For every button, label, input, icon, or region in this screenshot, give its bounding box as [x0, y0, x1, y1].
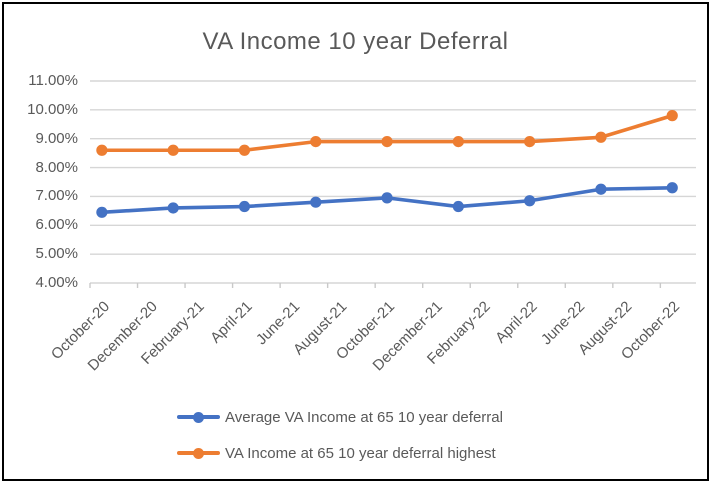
data-point-marker[interactable] — [96, 206, 108, 218]
legend-item-average-va-income[interactable]: Average VA Income at 65 10 year deferral — [177, 407, 503, 427]
legend-line-marker-icon — [177, 447, 220, 459]
y-tick-label: 10.00% — [27, 100, 78, 118]
data-point-marker[interactable] — [381, 136, 393, 148]
data-point-marker[interactable] — [452, 136, 464, 148]
data-point-marker[interactable] — [666, 182, 678, 194]
legend-dot-icon — [193, 447, 204, 459]
legend-label: Average VA Income at 65 10 year deferral — [225, 408, 503, 426]
data-point-marker[interactable] — [96, 144, 108, 156]
data-point-marker[interactable] — [310, 136, 322, 148]
plot-area — [89, 80, 696, 288]
y-tick-label: 11.00% — [28, 72, 78, 89]
data-point-marker[interactable] — [238, 200, 251, 213]
data-point-marker[interactable] — [452, 200, 464, 213]
y-tick-label: 7.00% — [35, 187, 78, 205]
y-tick-label: 9.00% — [35, 129, 78, 147]
data-point-marker[interactable] — [381, 192, 393, 204]
data-point-marker[interactable] — [167, 144, 179, 156]
legend-line-marker-icon — [177, 411, 220, 423]
legend-label: VA Income at 65 10 year deferral highest — [225, 444, 496, 462]
data-point-marker[interactable] — [524, 195, 536, 207]
data-point-marker[interactable] — [238, 144, 251, 156]
legend-item-va-income-highest[interactable]: VA Income at 65 10 year deferral highest — [177, 443, 496, 463]
data-point-marker[interactable] — [310, 196, 322, 208]
data-point-marker[interactable] — [595, 131, 607, 143]
data-point-marker[interactable] — [666, 110, 678, 122]
data-point-marker[interactable] — [595, 183, 607, 195]
data-point-marker[interactable] — [167, 202, 179, 214]
y-tick-label: 6.00% — [35, 216, 78, 234]
y-tick-label: 4.00% — [35, 274, 78, 291]
legend-dot-icon — [193, 411, 204, 423]
y-tick-label: 8.00% — [35, 158, 78, 176]
chart-title[interactable]: VA Income 10 year Deferral — [202, 28, 509, 55]
data-point-marker[interactable] — [524, 136, 536, 148]
y-tick-label: 5.00% — [35, 245, 78, 263]
